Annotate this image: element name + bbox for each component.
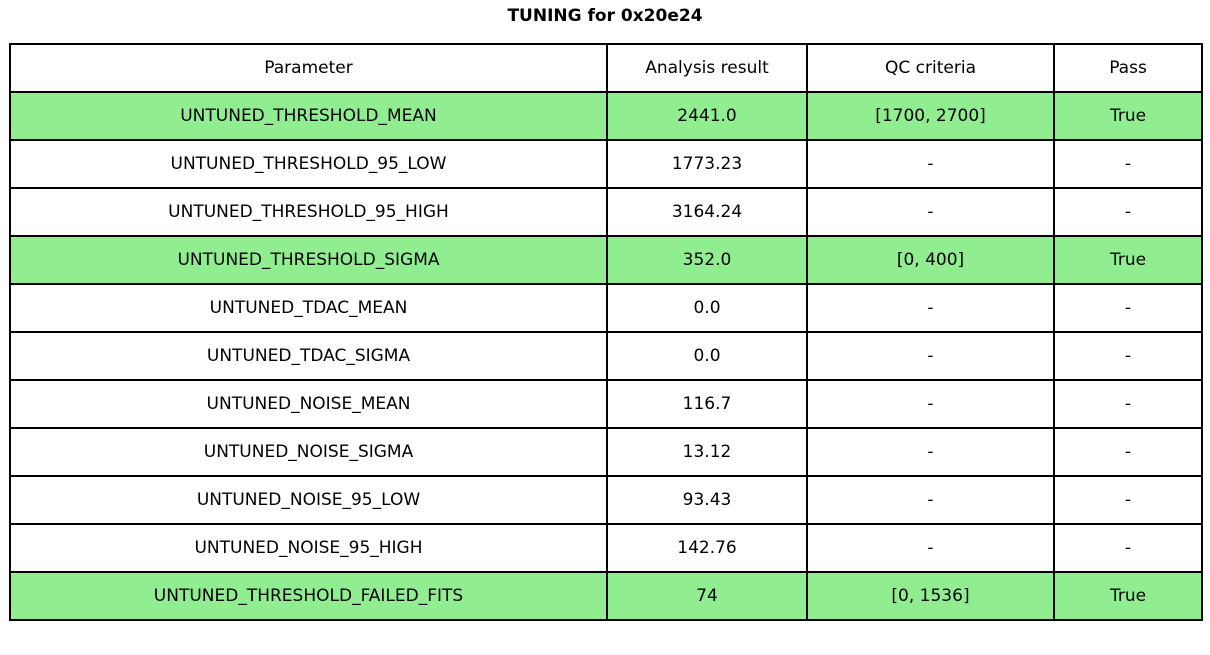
cell-analysis-result: 2441.0 [606, 91, 808, 141]
cell-analysis-result: 352.0 [606, 235, 808, 285]
cell-analysis-result: 0.0 [606, 331, 808, 381]
cell-analysis-result: 74 [606, 571, 808, 621]
header-row: Parameter Analysis result QC criteria Pa… [9, 43, 1203, 93]
cell-parameter: UNTUNED_TDAC_MEAN [9, 283, 608, 333]
cell-parameter: UNTUNED_THRESHOLD_FAILED_FITS [9, 571, 608, 621]
cell-pass: - [1053, 283, 1203, 333]
cell-analysis-result: 3164.24 [606, 187, 808, 237]
cell-qc-criteria: - [806, 283, 1055, 333]
table-row: UNTUNED_THRESHOLD_FAILED_FITS 74 [0, 153… [9, 571, 1203, 621]
cell-parameter: UNTUNED_NOISE_95_LOW [9, 475, 608, 525]
cell-parameter: UNTUNED_THRESHOLD_SIGMA [9, 235, 608, 285]
table-row: UNTUNED_NOISE_95_LOW 93.43 - - [9, 475, 1203, 525]
cell-pass: - [1053, 187, 1203, 237]
cell-qc-criteria: - [806, 523, 1055, 573]
cell-parameter: UNTUNED_THRESHOLD_95_LOW [9, 139, 608, 189]
cell-parameter: UNTUNED_THRESHOLD_MEAN [9, 91, 608, 141]
cell-parameter: UNTUNED_NOISE_SIGMA [9, 427, 608, 477]
cell-pass: True [1053, 235, 1203, 285]
col-header-analysis-result: Analysis result [606, 43, 808, 93]
cell-qc-criteria: [0, 400] [806, 235, 1055, 285]
cell-pass: - [1053, 523, 1203, 573]
table-row: UNTUNED_NOISE_95_HIGH 142.76 - - [9, 523, 1203, 573]
cell-analysis-result: 0.0 [606, 283, 808, 333]
cell-qc-criteria: [0, 1536] [806, 571, 1055, 621]
table-row: UNTUNED_THRESHOLD_95_LOW 1773.23 - - [9, 139, 1203, 189]
cell-analysis-result: 13.12 [606, 427, 808, 477]
cell-analysis-result: 93.43 [606, 475, 808, 525]
cell-analysis-result: 1773.23 [606, 139, 808, 189]
cell-qc-criteria: - [806, 331, 1055, 381]
cell-pass: - [1053, 427, 1203, 477]
col-header-qc-criteria: QC criteria [806, 43, 1055, 93]
page-title: TUNING for 0x20e24 [507, 6, 703, 26]
tuning-qc-table: Parameter Analysis result QC criteria Pa… [9, 43, 1203, 621]
cell-qc-criteria: - [806, 187, 1055, 237]
table-row: UNTUNED_THRESHOLD_95_HIGH 3164.24 - - [9, 187, 1203, 237]
cell-pass: - [1053, 331, 1203, 381]
cell-pass: True [1053, 571, 1203, 621]
cell-qc-criteria: [1700, 2700] [806, 91, 1055, 141]
table-row: UNTUNED_THRESHOLD_SIGMA 352.0 [0, 400] T… [9, 235, 1203, 285]
cell-analysis-result: 142.76 [606, 523, 808, 573]
cell-qc-criteria: - [806, 379, 1055, 429]
table-row: UNTUNED_TDAC_MEAN 0.0 - - [9, 283, 1203, 333]
cell-parameter: UNTUNED_NOISE_95_HIGH [9, 523, 608, 573]
cell-analysis-result: 116.7 [606, 379, 808, 429]
table-row: UNTUNED_THRESHOLD_MEAN 2441.0 [1700, 270… [9, 91, 1203, 141]
cell-pass: True [1053, 91, 1203, 141]
cell-qc-criteria: - [806, 427, 1055, 477]
cell-pass: - [1053, 139, 1203, 189]
table-row: UNTUNED_NOISE_MEAN 116.7 - - [9, 379, 1203, 429]
cell-qc-criteria: - [806, 475, 1055, 525]
col-header-parameter: Parameter [9, 43, 608, 93]
cell-parameter: UNTUNED_THRESHOLD_95_HIGH [9, 187, 608, 237]
table-row: UNTUNED_NOISE_SIGMA 13.12 - - [9, 427, 1203, 477]
cell-parameter: UNTUNED_NOISE_MEAN [9, 379, 608, 429]
table-row: UNTUNED_TDAC_SIGMA 0.0 - - [9, 331, 1203, 381]
cell-qc-criteria: - [806, 139, 1055, 189]
cell-parameter: UNTUNED_TDAC_SIGMA [9, 331, 608, 381]
cell-pass: - [1053, 379, 1203, 429]
cell-pass: - [1053, 475, 1203, 525]
col-header-pass: Pass [1053, 43, 1203, 93]
